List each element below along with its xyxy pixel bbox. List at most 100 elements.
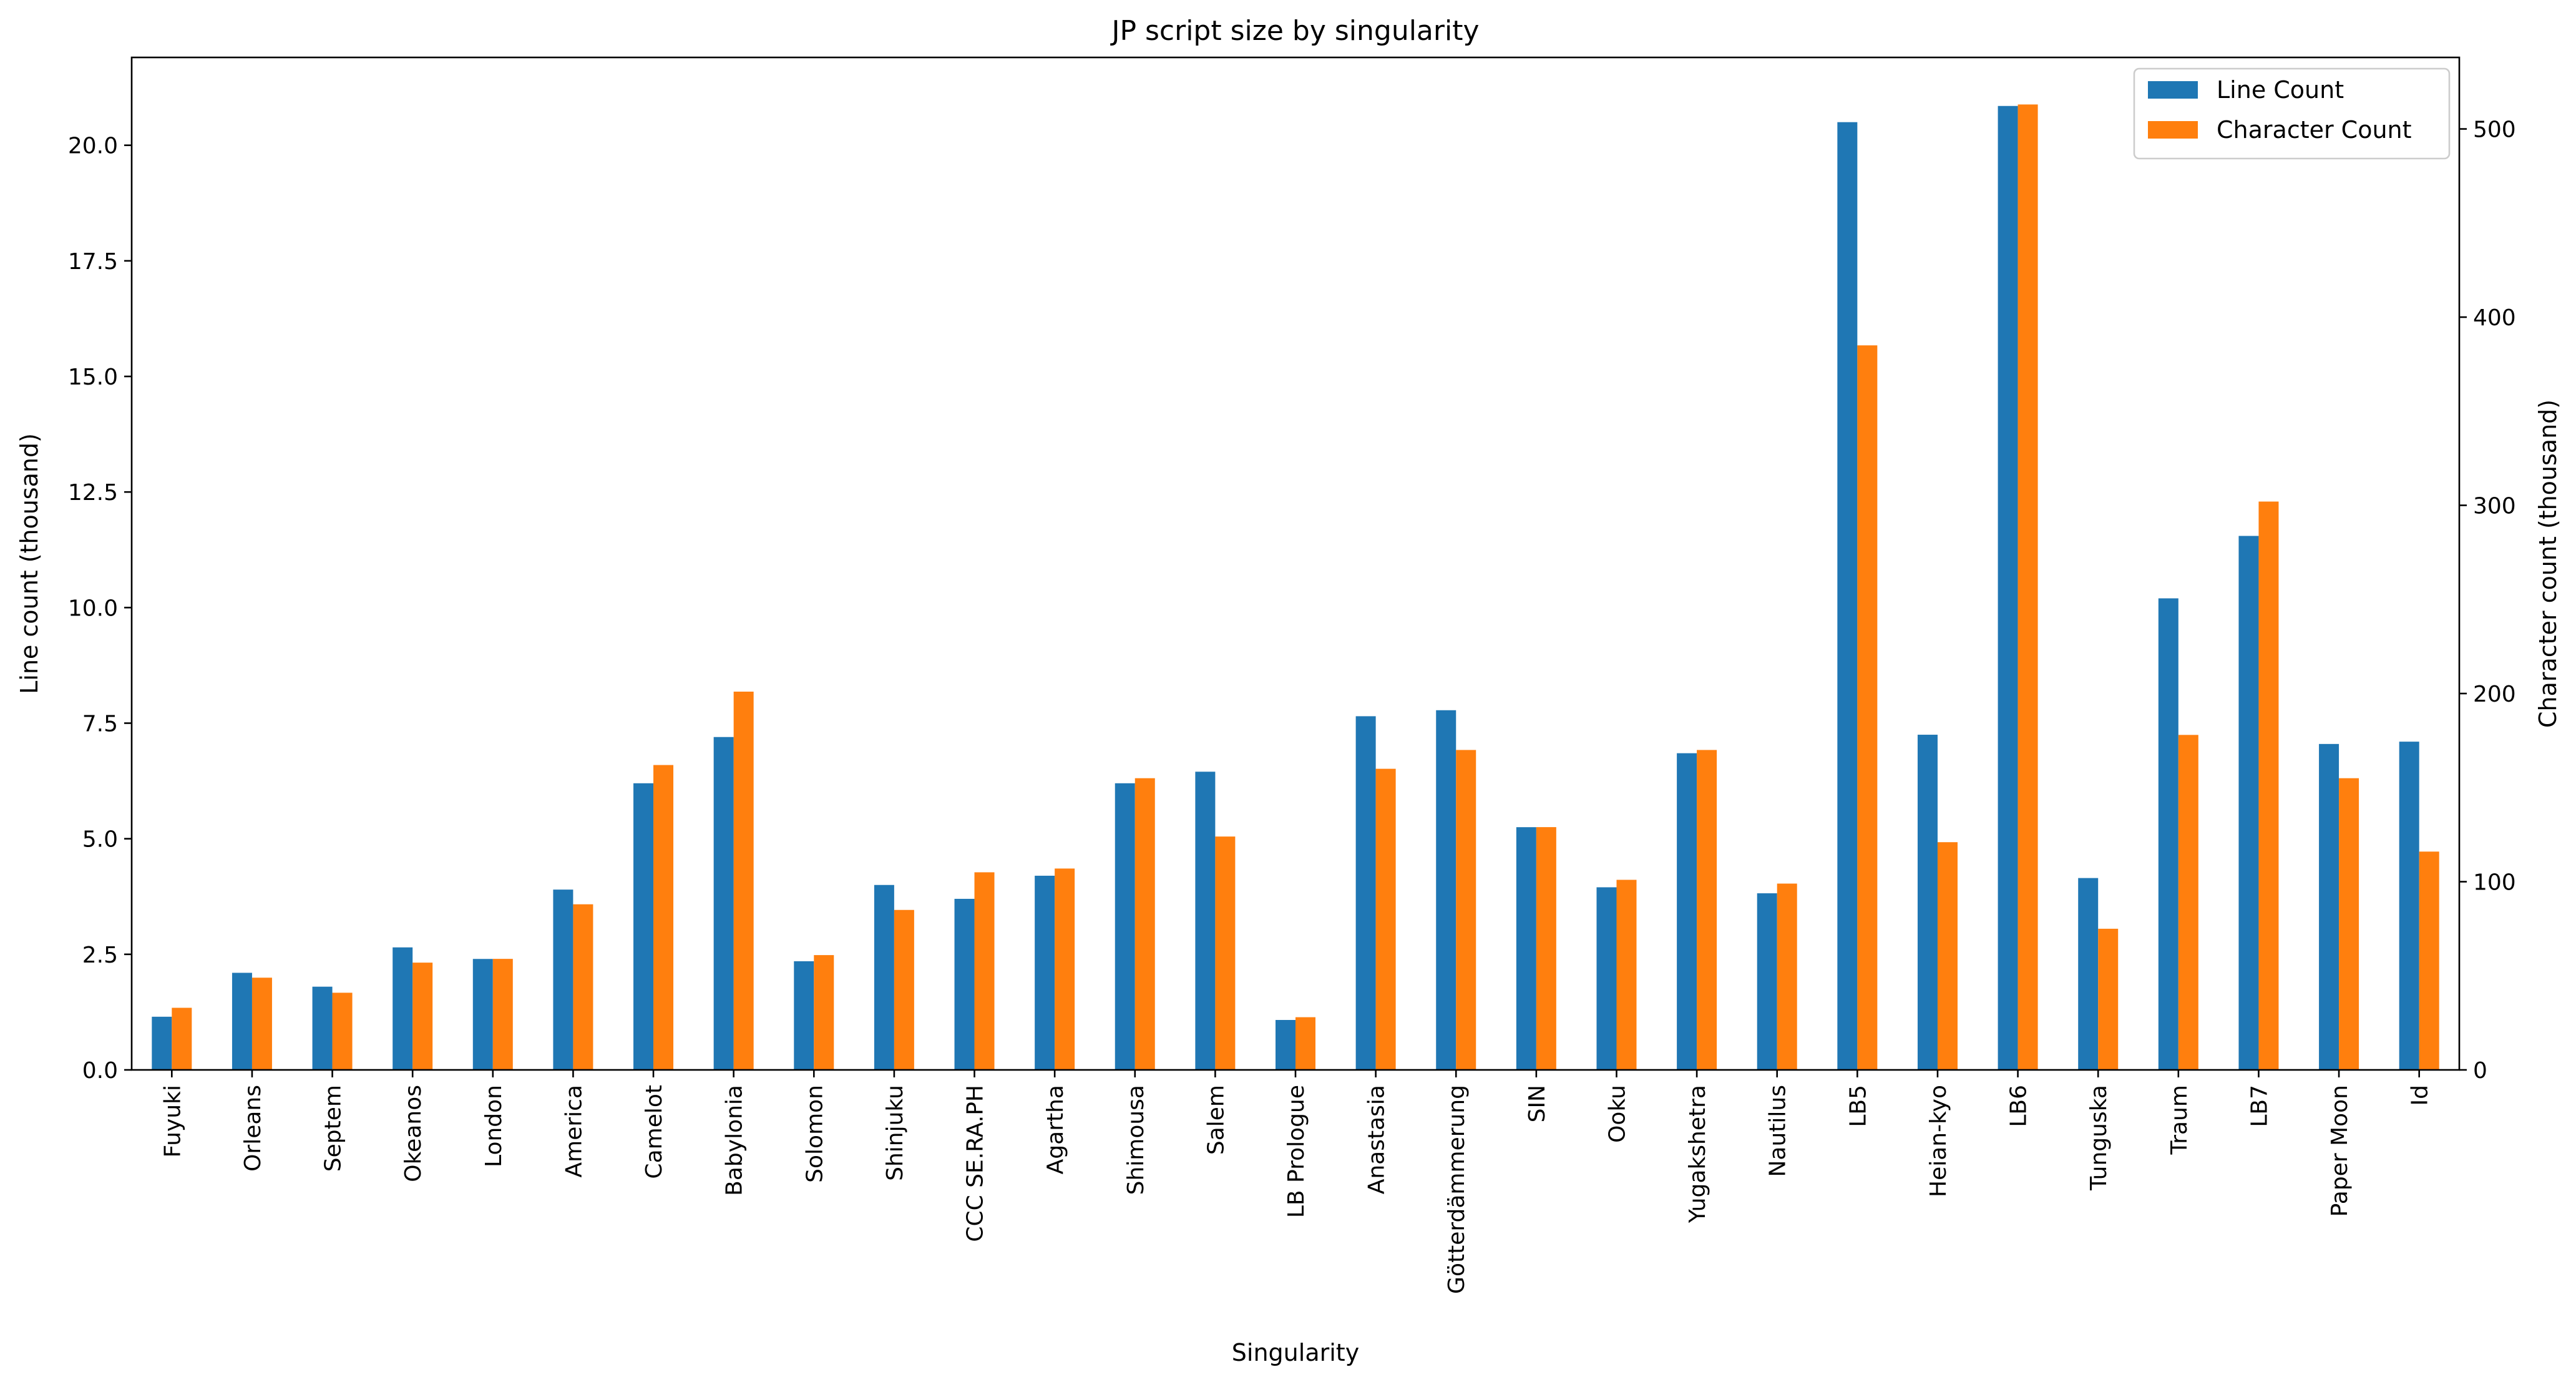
- bar-character-count-24: [2098, 928, 2119, 1070]
- x-tick-label: Id: [2408, 1085, 2433, 1105]
- bar-line-count-20: [1757, 893, 1777, 1070]
- bar-character-count-26: [2258, 501, 2279, 1070]
- left-y-axis: 0.0 2.5 5.0 7.5 10.0 12.5 15.0 17.5 20.0: [68, 134, 132, 1084]
- bar-line-count-3: [393, 947, 413, 1070]
- bar-character-count-1: [251, 978, 272, 1070]
- x-tick-label: LB7: [2247, 1085, 2272, 1127]
- x-tick-label: LB5: [1845, 1085, 1871, 1127]
- bar-line-count-2: [312, 986, 333, 1070]
- x-tick-label: Salem: [1203, 1085, 1229, 1155]
- left-y-tick-label: 17.5: [68, 249, 118, 275]
- x-tick-label: LB6: [2006, 1085, 2032, 1127]
- bar-line-count-8: [794, 961, 814, 1070]
- legend-label: Character Count: [2217, 116, 2412, 144]
- bar-character-count-16: [1456, 750, 1476, 1070]
- x-tick-label: Yugakshetra: [1685, 1085, 1710, 1223]
- bar-line-count-14: [1276, 1020, 1295, 1070]
- x-tick-label: CCC SE.RA.PH: [963, 1085, 988, 1242]
- bar-character-count-28: [2419, 851, 2439, 1070]
- bar-line-count-7: [713, 737, 734, 1070]
- legend-swatch: [2148, 121, 2198, 139]
- bar-character-count-19: [1697, 750, 1717, 1070]
- bar-line-count-16: [1436, 710, 1456, 1070]
- legend-box: [2133, 67, 2451, 160]
- left-y-tick-label: 7.5: [82, 712, 118, 737]
- bar-character-count-4: [492, 959, 513, 1070]
- bar-character-count-2: [332, 992, 353, 1070]
- bar-character-count-13: [1215, 836, 1236, 1070]
- right-y-axis-label: Character count (thousand): [2534, 399, 2562, 728]
- right-y-axis: 0 100 200 300 400 500: [2459, 117, 2516, 1084]
- bar-line-count-1: [232, 973, 252, 1070]
- x-tick-label: Shinjuku: [882, 1085, 908, 1181]
- bar-character-count-3: [412, 963, 433, 1070]
- bar-line-count-11: [1035, 875, 1055, 1070]
- legend-label: Line Count: [2217, 76, 2344, 104]
- bar-line-count-12: [1115, 783, 1135, 1070]
- x-tick-label: Paper Moon: [2327, 1085, 2353, 1217]
- bar-line-count-13: [1195, 772, 1216, 1070]
- right-y-tick-label: 200: [2473, 682, 2516, 707]
- chart-title: JP script size by singularity: [1110, 15, 1480, 47]
- left-y-axis-label: Line count (thousand): [16, 433, 43, 694]
- bar-line-count-22: [1917, 735, 1938, 1070]
- bar-line-count-0: [152, 1016, 172, 1070]
- bar-character-count-0: [172, 1007, 192, 1070]
- bar-character-count-6: [653, 765, 674, 1070]
- legend-swatch: [2148, 81, 2198, 99]
- x-tick-label: Orleans: [240, 1085, 266, 1172]
- x-tick-label: Fuyuki: [160, 1085, 185, 1158]
- bar-line-count-18: [1596, 887, 1617, 1070]
- x-tick-label: Traum: [2167, 1085, 2192, 1155]
- bar-character-count-23: [2017, 104, 2038, 1071]
- bar-line-count-17: [1516, 827, 1536, 1070]
- bar-line-count-24: [2078, 878, 2099, 1070]
- left-y-tick-label: 15.0: [68, 365, 118, 390]
- x-tick-label: Ooku: [1604, 1085, 1630, 1143]
- x-tick-label: LB Prologue: [1284, 1085, 1309, 1218]
- left-y-tick-label: 2.5: [82, 943, 118, 968]
- bar-line-count-23: [1998, 105, 2018, 1071]
- bar-character-count-20: [1777, 883, 1797, 1070]
- bar-character-count-17: [1536, 827, 1556, 1070]
- x-tick-label: Solomon: [802, 1085, 827, 1183]
- x-tick-label: Heian-kyo: [1926, 1085, 1951, 1197]
- bar-line-count-25: [2158, 598, 2178, 1070]
- x-tick-label: Anastasia: [1364, 1085, 1390, 1194]
- bars-layer: [152, 104, 2439, 1071]
- x-tick-label: Agartha: [1043, 1085, 1068, 1174]
- x-axis-label: Singularity: [1232, 1339, 1359, 1366]
- right-y-tick-label: 100: [2473, 870, 2516, 896]
- bar-character-count-27: [2339, 778, 2359, 1070]
- x-tick-label: Septem: [321, 1085, 346, 1172]
- right-y-tick-label: 400: [2473, 305, 2516, 331]
- bar-character-count-11: [1055, 868, 1075, 1070]
- bar-character-count-14: [1295, 1017, 1315, 1070]
- bar-line-count-6: [633, 783, 654, 1070]
- legend: Line Count Character Count: [2133, 67, 2451, 160]
- left-y-tick-label: 0.0: [82, 1058, 118, 1084]
- left-y-tick-label: 12.5: [68, 480, 118, 506]
- x-tick-label: Okeanos: [401, 1085, 426, 1182]
- left-y-tick-label: 5.0: [82, 827, 118, 853]
- bar-character-count-7: [733, 692, 754, 1070]
- x-tick-label: SIN: [1525, 1085, 1550, 1122]
- x-tick-label: Tunguska: [2086, 1085, 2112, 1191]
- bar-line-count-19: [1677, 753, 1697, 1070]
- bar-line-count-27: [2319, 743, 2339, 1070]
- bar-character-count-12: [1134, 778, 1155, 1070]
- plot-frame: [130, 56, 2461, 1071]
- left-y-tick-label: 10.0: [68, 595, 118, 621]
- bar-line-count-10: [954, 898, 975, 1070]
- x-tick-label: Camelot: [642, 1085, 667, 1179]
- bar-line-count-5: [553, 889, 573, 1070]
- right-y-tick-label: 0: [2473, 1058, 2487, 1084]
- left-y-tick-label: 20.0: [68, 134, 118, 159]
- bar-line-count-28: [2399, 742, 2419, 1070]
- x-tick-label: Babylonia: [722, 1085, 748, 1196]
- x-tick-label: Nautilus: [1765, 1085, 1791, 1177]
- x-tick-label: Götterdämmerung: [1444, 1085, 1470, 1294]
- bar-character-count-10: [974, 872, 995, 1070]
- x-tick-label: London: [481, 1085, 507, 1167]
